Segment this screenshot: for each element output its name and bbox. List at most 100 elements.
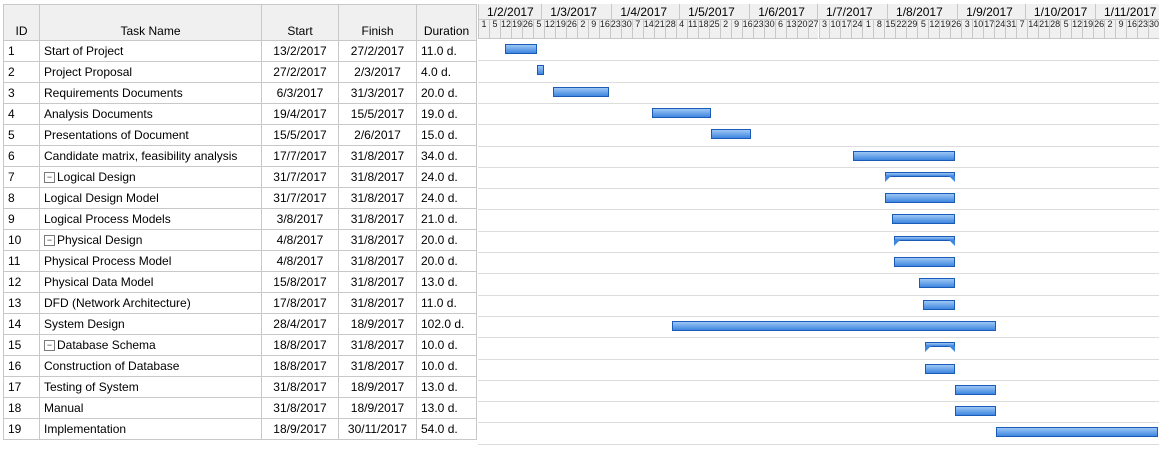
- task-duration-cell[interactable]: 54.0 d.: [416, 418, 477, 440]
- task-finish-cell[interactable]: 2/3/2017: [338, 61, 417, 83]
- task-finish-cell[interactable]: 31/8/2017: [338, 271, 417, 293]
- task-name-cell[interactable]: Requirements Documents: [39, 82, 262, 104]
- task-row[interactable]: 11 Physical Process Model 4/8/2017 31/8/201…: [3, 250, 477, 272]
- task-bar[interactable]: [925, 363, 955, 374]
- task-bar[interactable]: [893, 257, 955, 267]
- task-bar[interactable]: [652, 107, 711, 118]
- task-name-cell[interactable]: Construction of Database: [39, 355, 262, 377]
- collapse-toggle-icon[interactable]: −: [44, 172, 55, 184]
- col-header-finish[interactable]: Finish: [338, 4, 417, 41]
- task-start-cell[interactable]: 13/2/2017: [261, 40, 339, 62]
- task-start-cell[interactable]: 31/8/2017: [261, 376, 339, 398]
- task-id-cell[interactable]: 14: [3, 313, 40, 335]
- task-id-cell[interactable]: 13: [3, 292, 40, 314]
- task-finish-cell[interactable]: 31/8/2017: [338, 355, 417, 377]
- task-start-cell[interactable]: 3/8/2017: [261, 208, 339, 230]
- task-duration-cell[interactable]: 10.0 d.: [416, 334, 477, 356]
- task-name-cell[interactable]: Candidate matrix, feasibility analysis: [39, 145, 262, 167]
- task-duration-cell[interactable]: 4.0 d.: [416, 61, 477, 83]
- summary-bar[interactable]: [884, 171, 955, 182]
- task-id-cell[interactable]: 8: [3, 187, 40, 209]
- task-finish-cell[interactable]: 31/8/2017: [338, 334, 417, 356]
- task-start-cell[interactable]: 17/7/2017: [261, 145, 339, 167]
- task-id-cell[interactable]: 19: [3, 418, 40, 440]
- task-start-cell[interactable]: 18/8/2017: [261, 355, 339, 377]
- task-name-cell[interactable]: − Database Schema: [39, 334, 262, 356]
- task-duration-cell[interactable]: 21.0 d.: [416, 208, 477, 230]
- task-row[interactable]: 17 Testing of System 31/8/2017 18/9/2017 13.…: [3, 376, 477, 398]
- col-header-name[interactable]: Task Name: [39, 4, 262, 41]
- task-bar[interactable]: [923, 299, 955, 310]
- task-bar[interactable]: [710, 129, 752, 140]
- task-row[interactable]: 13 DFD (Network Architecture) 17/8/2017 31/…: [3, 292, 477, 314]
- task-row[interactable]: 12 Physical Data Model 15/8/2017 31/8/2017 1…: [3, 271, 477, 293]
- summary-bar[interactable]: [893, 235, 955, 246]
- task-start-cell[interactable]: 31/7/2017: [261, 166, 339, 188]
- task-bar[interactable]: [954, 384, 996, 395]
- task-start-cell[interactable]: 6/3/2017: [261, 82, 339, 104]
- task-finish-cell[interactable]: 31/8/2017: [338, 145, 417, 167]
- task-duration-cell[interactable]: 11.0 d.: [416, 292, 477, 314]
- task-bar[interactable]: [672, 320, 996, 331]
- task-name-cell[interactable]: Logical Design Model: [39, 187, 262, 209]
- task-row[interactable]: 7 − Logical Design 31/7/2017 31/8/2017 24.0 d…: [3, 166, 477, 188]
- task-bar[interactable]: [853, 150, 955, 161]
- task-finish-cell[interactable]: 30/11/2017: [338, 418, 417, 440]
- task-finish-cell[interactable]: 18/9/2017: [338, 376, 417, 398]
- task-start-cell[interactable]: 31/8/2017: [261, 397, 339, 419]
- task-duration-cell[interactable]: 11.0 d.: [416, 40, 477, 62]
- task-row[interactable]: 5 Presentations of Document 15/5/2017 2/6/2…: [3, 124, 477, 146]
- task-name-cell[interactable]: Project Proposal: [39, 61, 262, 83]
- task-start-cell[interactable]: 15/5/2017: [261, 124, 339, 146]
- task-name-cell[interactable]: DFD (Network Architecture): [39, 292, 262, 314]
- task-bar[interactable]: [884, 193, 955, 204]
- task-name-cell[interactable]: Manual: [39, 397, 262, 419]
- task-name-cell[interactable]: System Design: [39, 313, 262, 335]
- task-id-cell[interactable]: 15: [3, 334, 40, 356]
- task-finish-cell[interactable]: 15/5/2017: [338, 103, 417, 125]
- task-duration-cell[interactable]: 20.0 d.: [416, 82, 477, 104]
- task-start-cell[interactable]: 19/4/2017: [261, 103, 339, 125]
- task-id-cell[interactable]: 16: [3, 355, 40, 377]
- task-finish-cell[interactable]: 31/8/2017: [338, 229, 417, 251]
- task-bar[interactable]: [954, 406, 996, 417]
- task-row[interactable]: 1 Start of Project 13/2/2017 27/2/2017 11.0 …: [3, 40, 477, 62]
- task-id-cell[interactable]: 7: [3, 166, 40, 188]
- task-start-cell[interactable]: 27/2/2017: [261, 61, 339, 83]
- task-name-cell[interactable]: Start of Project: [39, 40, 262, 62]
- task-row[interactable]: 15 − Database Schema 18/8/2017 31/8/2017 10.0…: [3, 334, 477, 356]
- task-id-cell[interactable]: 18: [3, 397, 40, 419]
- task-bar[interactable]: [918, 278, 955, 289]
- task-name-cell[interactable]: Presentations of Document: [39, 124, 262, 146]
- task-start-cell[interactable]: 28/4/2017: [261, 313, 339, 335]
- task-start-cell[interactable]: 18/8/2017: [261, 334, 339, 356]
- task-duration-cell[interactable]: 20.0 d.: [416, 229, 477, 251]
- task-id-cell[interactable]: 5: [3, 124, 40, 146]
- task-bar[interactable]: [995, 427, 1158, 438]
- task-finish-cell[interactable]: 31/8/2017: [338, 250, 417, 272]
- task-row[interactable]: 4 Analysis Documents 19/4/2017 15/5/2017 19.…: [3, 103, 477, 125]
- task-finish-cell[interactable]: 31/3/2017: [338, 82, 417, 104]
- task-start-cell[interactable]: 17/8/2017: [261, 292, 339, 314]
- task-duration-cell[interactable]: 15.0 d.: [416, 124, 477, 146]
- task-duration-cell[interactable]: 20.0 d.: [416, 250, 477, 272]
- task-id-cell[interactable]: 10: [3, 229, 40, 251]
- task-name-cell[interactable]: Physical Process Model: [39, 250, 262, 272]
- task-duration-cell[interactable]: 10.0 d.: [416, 355, 477, 377]
- col-header-duration[interactable]: Duration: [416, 4, 477, 41]
- task-row[interactable]: 18 Manual 31/8/2017 18/9/2017 13.0 d.: [3, 397, 477, 419]
- task-duration-cell[interactable]: 34.0 d.: [416, 145, 477, 167]
- task-id-cell[interactable]: 4: [3, 103, 40, 125]
- task-row[interactable]: 14 System Design 28/4/2017 18/9/2017 102.0 d…: [3, 313, 477, 335]
- summary-bar[interactable]: [925, 342, 955, 353]
- task-row[interactable]: 8 Logical Design Model 31/7/2017 31/8/2017 2…: [3, 187, 477, 209]
- task-duration-cell[interactable]: 102.0 d.: [416, 313, 477, 335]
- task-name-cell[interactable]: − Logical Design: [39, 166, 262, 188]
- task-bar[interactable]: [552, 86, 610, 97]
- task-row[interactable]: 19 Implementation 18/9/2017 30/11/2017 54.0 …: [3, 418, 477, 440]
- task-row[interactable]: 2 Project Proposal 27/2/2017 2/3/2017 4.0 d.: [3, 61, 477, 83]
- task-finish-cell[interactable]: 18/9/2017: [338, 397, 417, 419]
- task-row[interactable]: 10 − Physical Design 4/8/2017 31/8/2017 20.0 …: [3, 229, 477, 251]
- task-id-cell[interactable]: 9: [3, 208, 40, 230]
- col-header-start[interactable]: Start: [261, 4, 339, 41]
